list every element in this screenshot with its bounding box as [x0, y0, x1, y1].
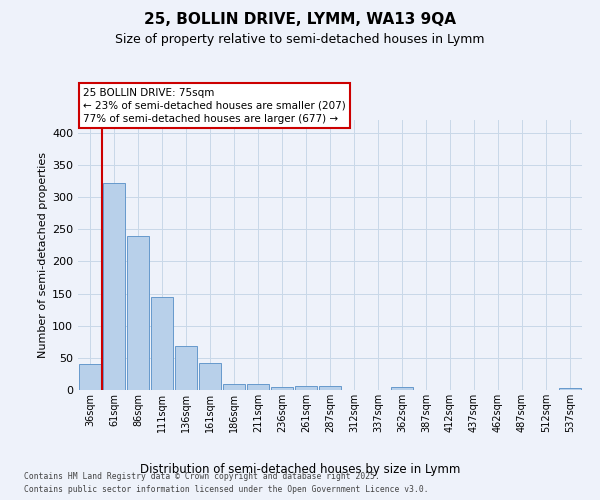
- Bar: [79, 364, 101, 390]
- Y-axis label: Number of semi-detached properties: Number of semi-detached properties: [38, 152, 48, 358]
- Bar: [151, 297, 173, 390]
- Text: Contains public sector information licensed under the Open Government Licence v3: Contains public sector information licen…: [24, 485, 428, 494]
- Bar: [199, 363, 221, 390]
- Bar: [223, 384, 245, 390]
- Bar: [391, 388, 413, 390]
- Bar: [103, 183, 125, 390]
- Text: Distribution of semi-detached houses by size in Lymm: Distribution of semi-detached houses by …: [140, 462, 460, 475]
- Bar: [175, 346, 197, 390]
- Text: Contains HM Land Registry data © Crown copyright and database right 2025.: Contains HM Land Registry data © Crown c…: [24, 472, 380, 481]
- Bar: [271, 387, 293, 390]
- Bar: [295, 386, 317, 390]
- Bar: [247, 384, 269, 390]
- Bar: [559, 388, 581, 390]
- Text: Size of property relative to semi-detached houses in Lymm: Size of property relative to semi-detach…: [115, 32, 485, 46]
- Bar: [127, 236, 149, 390]
- Bar: [319, 386, 341, 390]
- Text: 25, BOLLIN DRIVE, LYMM, WA13 9QA: 25, BOLLIN DRIVE, LYMM, WA13 9QA: [144, 12, 456, 28]
- Text: 25 BOLLIN DRIVE: 75sqm
← 23% of semi-detached houses are smaller (207)
77% of se: 25 BOLLIN DRIVE: 75sqm ← 23% of semi-det…: [83, 88, 346, 124]
